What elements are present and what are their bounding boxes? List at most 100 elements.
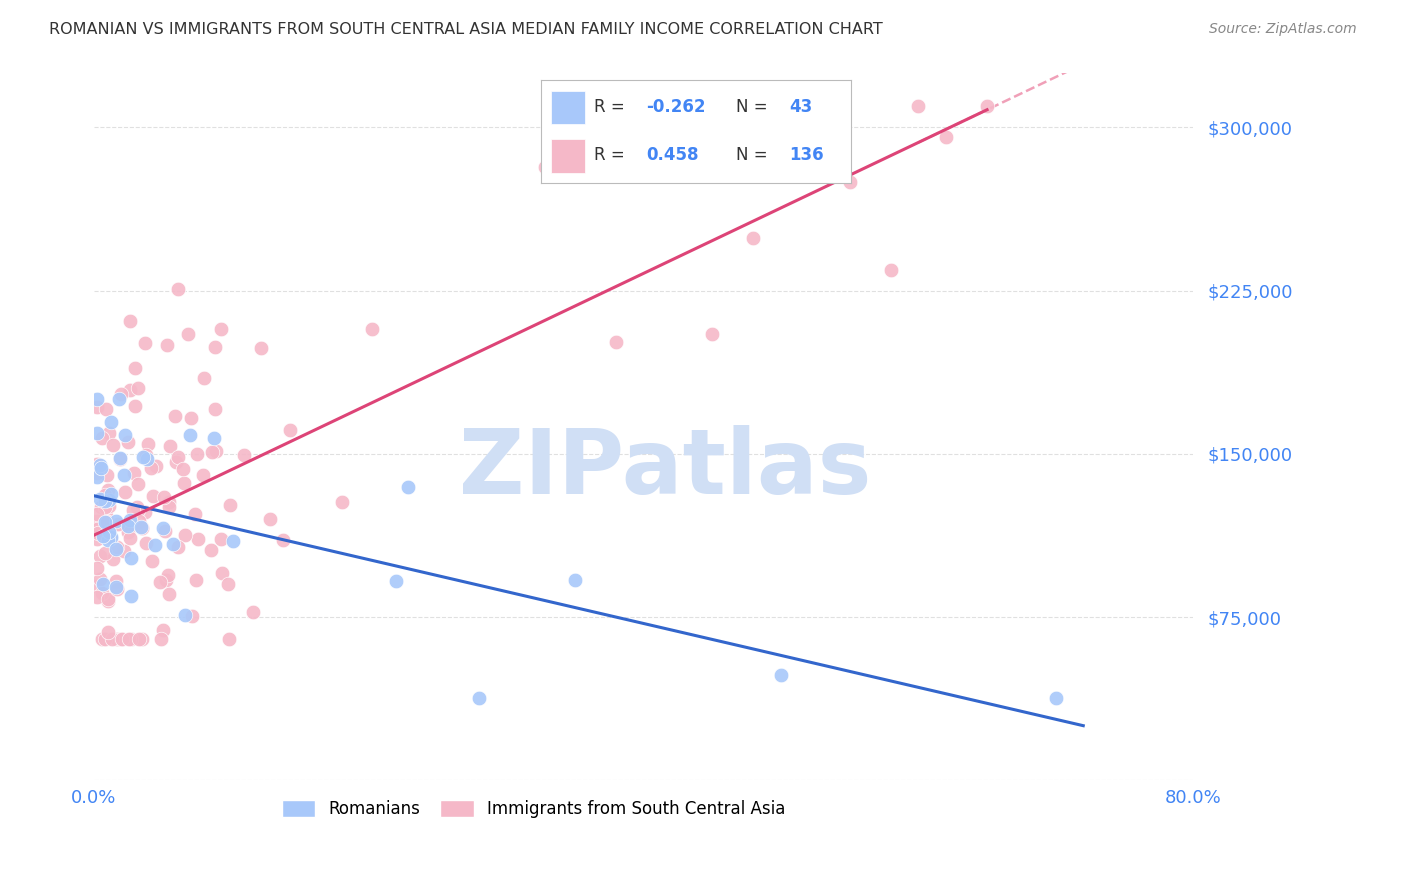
Point — [127, 381, 149, 395]
Point — [86, 425, 108, 440]
Point — [132, 450, 155, 465]
Point — [94, 514, 117, 528]
Point — [97, 624, 120, 639]
Point — [108, 451, 131, 466]
Point — [242, 605, 264, 619]
Point — [103, 552, 125, 566]
Point — [86, 470, 108, 484]
Point — [467, 690, 489, 705]
Point — [128, 514, 150, 528]
Point — [165, 409, 187, 424]
Point — [232, 448, 254, 462]
Point — [129, 520, 152, 534]
Point — [101, 632, 124, 646]
Point — [89, 572, 111, 586]
Point — [157, 495, 180, 509]
Point — [100, 530, 122, 544]
Point — [183, 508, 205, 522]
Text: R =: R = — [593, 146, 630, 164]
Point — [165, 455, 187, 469]
Point — [150, 632, 173, 646]
Point — [91, 585, 114, 599]
Point — [204, 402, 226, 417]
Point — [907, 98, 929, 112]
Point — [278, 423, 301, 437]
Point — [117, 525, 139, 540]
Point — [218, 632, 240, 646]
Point — [167, 540, 190, 554]
Point — [94, 515, 117, 529]
Text: ZIPatlas: ZIPatlas — [460, 425, 872, 513]
Point — [181, 609, 204, 624]
Point — [128, 632, 150, 646]
Point — [152, 521, 174, 535]
Point — [89, 491, 111, 506]
Point — [105, 582, 128, 596]
Point — [167, 282, 190, 296]
Point — [173, 475, 195, 490]
Point — [101, 438, 124, 452]
Point — [114, 428, 136, 442]
Point — [742, 231, 765, 245]
Point — [120, 632, 142, 646]
Point — [880, 263, 903, 277]
Point — [222, 534, 245, 549]
Point — [100, 487, 122, 501]
Point — [93, 632, 115, 646]
Point — [120, 513, 142, 527]
Point — [98, 524, 121, 538]
Point — [157, 586, 180, 600]
Point — [361, 321, 384, 335]
Point — [86, 515, 108, 529]
Point — [89, 458, 111, 472]
Bar — [551, 91, 585, 124]
Point — [155, 574, 177, 588]
Point — [167, 450, 190, 464]
Point — [172, 462, 194, 476]
Point — [127, 477, 149, 491]
Text: 43: 43 — [789, 98, 813, 117]
Point — [152, 624, 174, 638]
Point — [271, 533, 294, 547]
Point — [110, 632, 132, 646]
Point — [143, 538, 166, 552]
Point — [110, 387, 132, 401]
Point — [249, 341, 271, 355]
Point — [134, 335, 156, 350]
Point — [838, 175, 860, 189]
Point — [104, 514, 127, 528]
Point — [605, 334, 627, 349]
Point — [90, 460, 112, 475]
Point — [659, 161, 682, 176]
Point — [91, 528, 114, 542]
Text: -0.262: -0.262 — [647, 98, 706, 117]
Point — [86, 458, 108, 472]
Point — [118, 532, 141, 546]
Text: Source: ZipAtlas.com: Source: ZipAtlas.com — [1209, 22, 1357, 37]
Point — [107, 516, 129, 531]
Point — [159, 439, 181, 453]
Point — [186, 447, 208, 461]
Point — [86, 508, 108, 522]
Point — [131, 521, 153, 535]
Point — [179, 428, 201, 442]
Point — [385, 574, 408, 589]
Point — [118, 632, 141, 646]
Point — [124, 361, 146, 376]
Point — [86, 590, 108, 604]
Point — [127, 500, 149, 514]
Text: R =: R = — [593, 98, 630, 117]
Point — [94, 488, 117, 502]
Point — [136, 437, 159, 451]
Point — [105, 632, 128, 646]
Point — [202, 431, 225, 445]
Point — [97, 483, 120, 497]
Point — [219, 498, 242, 512]
Text: 136: 136 — [789, 146, 824, 164]
Text: 0.458: 0.458 — [647, 146, 699, 164]
Point — [162, 536, 184, 550]
Point — [107, 392, 129, 407]
Point — [217, 577, 239, 591]
Point — [187, 533, 209, 547]
Point — [191, 468, 214, 483]
